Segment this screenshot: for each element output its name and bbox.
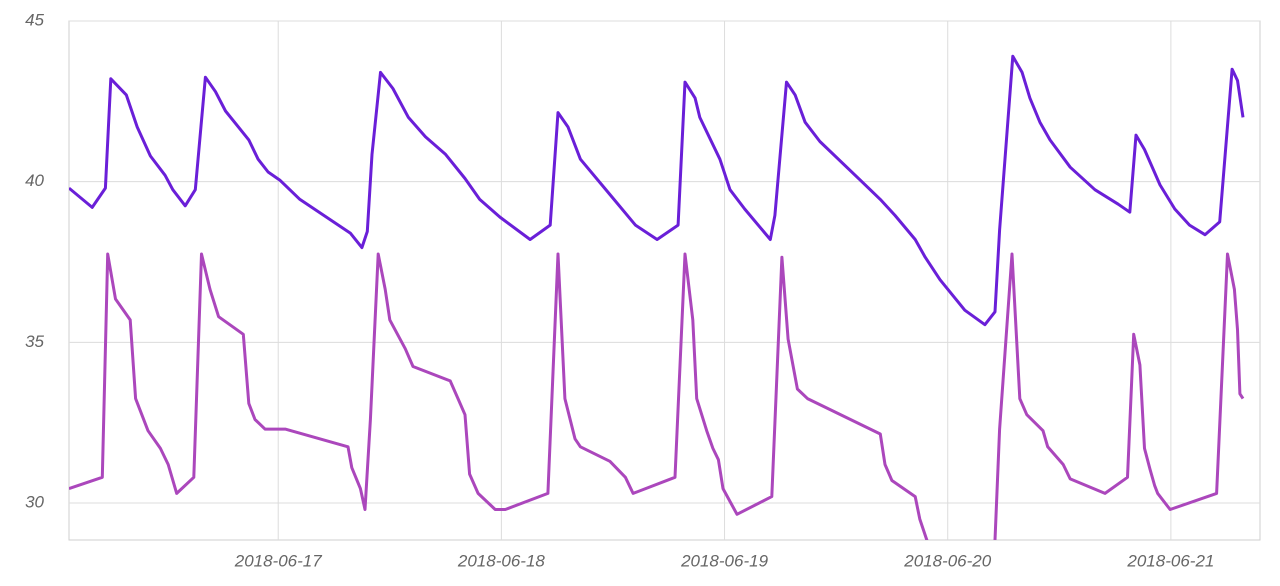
x-tick-label: 2018-06-20 <box>903 551 992 570</box>
series-line <box>69 252 1245 540</box>
x-tick-label: 2018-06-19 <box>680 551 769 570</box>
x-tick-label: 2018-06-18 <box>457 551 546 570</box>
plot-area <box>69 54 1245 540</box>
x-tick-label: 2018-06-21 <box>1126 551 1214 570</box>
y-tick-label: 35 <box>25 332 44 351</box>
x-tick-label: 2018-06-17 <box>234 551 323 570</box>
y-tick-label: 40 <box>25 171 44 190</box>
plot-frame <box>68 20 1261 541</box>
y-tick-label: 30 <box>25 493 44 512</box>
y-tick-label: 45 <box>25 10 44 29</box>
series-line <box>69 54 1245 327</box>
